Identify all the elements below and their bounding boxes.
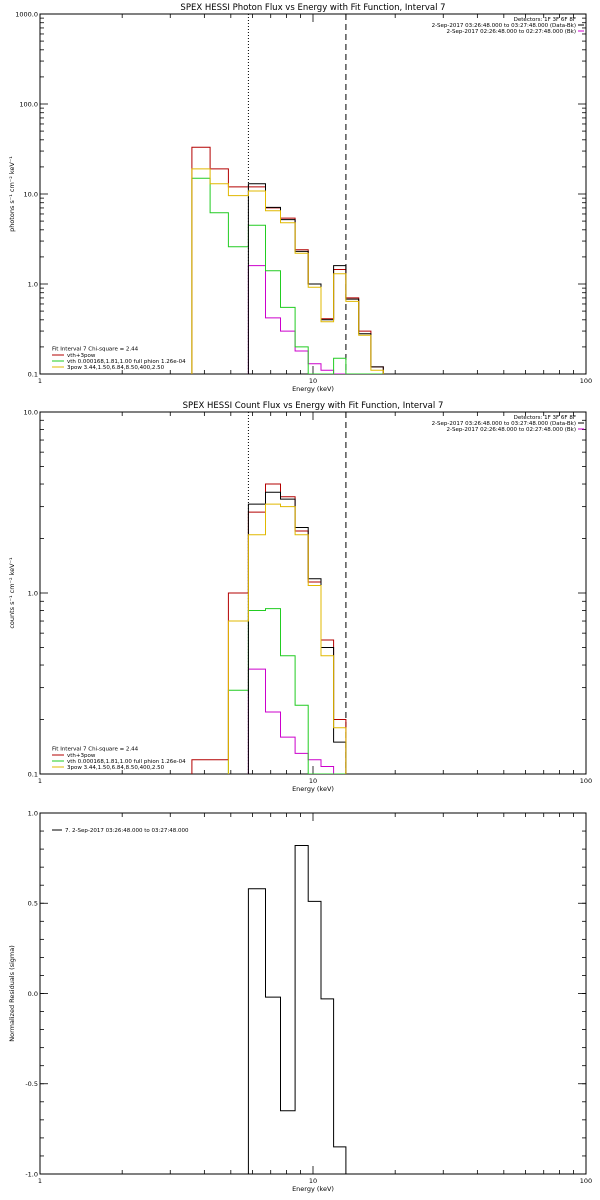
legend-entry: 3pow 3.44,1.50,6.84,8.50,400,2.50 — [67, 765, 165, 771]
series-vth-line — [191, 177, 384, 374]
x-tick-label: 1 — [38, 777, 42, 785]
chart-panel-1: SPEX HESSI Photon Flux vs Energy with Fi… — [8, 3, 592, 393]
series-total-line — [191, 146, 384, 374]
legend-title: Fit Interval 7 Chi-square = 2.44 — [52, 347, 139, 353]
y-axis: 0.1 1.0 10.0 — [24, 408, 586, 778]
header-line: 2-Sep-2017 02:26:48.000 to 02:27:48.000 … — [447, 427, 577, 433]
legend-entry: vth+3pow — [67, 353, 96, 359]
series-fit-line — [191, 168, 384, 374]
y-tick-label: 1000.0 — [15, 10, 38, 18]
chart-title: SPEX HESSI Count Flux vs Energy with Fit… — [183, 401, 444, 411]
series-pow-line — [247, 265, 384, 374]
y-tick-label: 0.5 — [28, 900, 38, 908]
x-tick-label: 10 — [309, 377, 317, 385]
series-fit-line — [227, 503, 347, 774]
legend-entry: 3pow 3.44,1.50,6.84,8.50,400,2.50 — [67, 365, 165, 371]
y-tick-label: 0.1 — [28, 770, 38, 778]
x-tick-label: 100 — [580, 377, 592, 385]
y-tick-label: -1.0 — [25, 1170, 38, 1178]
chart-title: SPEX HESSI Photon Flux vs Energy with Fi… — [180, 3, 445, 13]
x-tick-label: 1 — [38, 1177, 42, 1185]
header-line: Detectors: 1F 3F 6F 8F — [514, 415, 576, 421]
y-tick-label: 1.0 — [28, 280, 38, 288]
legend-entry: vth 0.000168,1.81,1.00 full phion 1.26e-… — [67, 359, 186, 365]
x-tick-label: 1 — [38, 377, 42, 385]
chart-panel-2: SPEX HESSI Count Flux vs Energy with Fit… — [8, 401, 592, 793]
legend-title: Fit Interval 7 Chi-square = 2.44 — [52, 747, 139, 753]
series-data-line — [247, 183, 384, 374]
x-tick-label: 10 — [309, 777, 317, 785]
chart-panel-3: 1 10 100 Energy (keV) -1.0 -0.5 0.0 0.5 1.0 Norma… — [8, 809, 592, 1193]
y-tick-label: 0.1 — [28, 370, 38, 378]
y-tick-label: 10.0 — [24, 190, 38, 198]
y-axis: 0.1 1.0 10.0 100.0 1000.0 — [15, 10, 586, 378]
x-axis: 1 10 100 — [38, 14, 592, 385]
header-line: 2-Sep-2017 03:26:48.000 to 03:27:48.000 … — [432, 421, 576, 427]
y-axis-label: Normalized Residuals (sigma) — [8, 945, 16, 1042]
series-group — [191, 483, 347, 774]
series-data-line — [247, 845, 347, 1174]
x-axis: 1 10 100 — [38, 412, 592, 785]
y-axis-label: photons s⁻¹ cm⁻² keV⁻¹ — [8, 156, 16, 232]
y-tick-label: 1.0 — [28, 809, 38, 817]
series-total-line — [191, 483, 347, 774]
legend-entry: vth 0.000168,1.81,1.00 full phion 1.26e-… — [67, 759, 186, 765]
plot-frame — [39, 411, 587, 775]
x-axis: 1 10 100 — [38, 813, 592, 1185]
y-tick-label: 1.0 — [28, 589, 38, 597]
header-line: Detectors: 1F 3F 6F 8F — [514, 17, 576, 23]
header-line: 2-Sep-2017 03:26:48.000 to 03:27:48.000 … — [432, 23, 576, 29]
plot-frame — [39, 812, 587, 1175]
plot-frame — [39, 13, 587, 375]
x-axis-label: Energy (keV) — [292, 385, 334, 393]
y-axis-label: counts s⁻¹ cm⁻² keV⁻¹ — [8, 557, 16, 629]
legend-entry: vth+3pow — [67, 753, 96, 759]
series-pow-line — [247, 668, 346, 774]
y-tick-label: -0.5 — [25, 1080, 38, 1088]
header-line: 2-Sep-2017 02:26:48.000 to 02:27:48.000 … — [447, 29, 577, 35]
y-tick-label: 10.0 — [24, 408, 38, 416]
y-tick-label: 100.0 — [19, 100, 38, 108]
y-tick-label: 0.0 — [28, 990, 38, 998]
legend-entry: 7. 2-Sep-2017 03:26:48.000 to 03:27:48.0… — [65, 828, 189, 834]
x-tick-label: 100 — [580, 1177, 592, 1185]
series-group — [247, 845, 347, 1174]
x-tick-label: 10 — [309, 1177, 317, 1185]
x-tick-label: 100 — [580, 777, 592, 785]
x-axis-label: Energy (keV) — [292, 1185, 334, 1193]
y-axis: -1.0 -0.5 0.0 0.5 1.0 — [25, 809, 586, 1178]
series-vth-line — [227, 608, 346, 774]
series-group — [191, 146, 384, 374]
x-axis-label: Energy (keV) — [292, 785, 334, 793]
